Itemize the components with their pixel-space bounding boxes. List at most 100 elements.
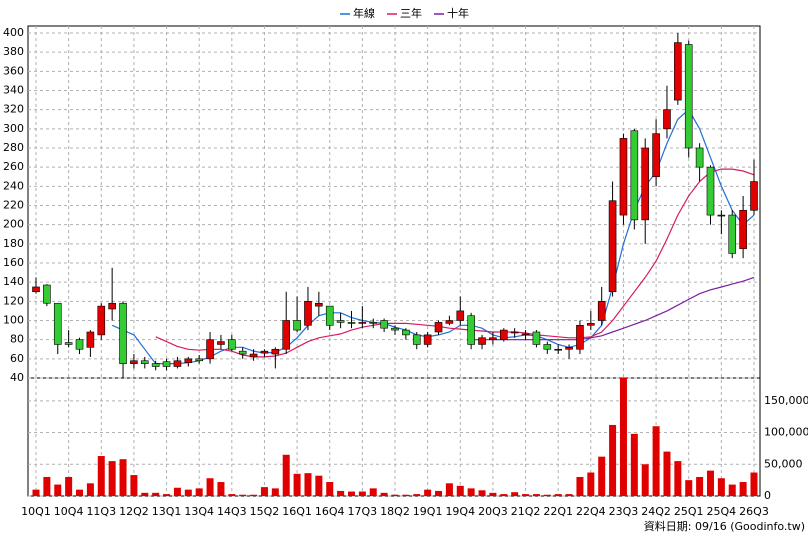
candle-body — [217, 341, 225, 345]
candle-body — [489, 337, 497, 340]
volume-bar — [717, 478, 725, 496]
candle-body — [423, 334, 432, 345]
candle-body — [739, 209, 747, 249]
candle-body — [325, 305, 334, 326]
x-tick-label: 25Q1 — [674, 505, 704, 518]
candle-body — [684, 44, 693, 149]
candle-body — [565, 347, 573, 350]
candle-body — [184, 358, 193, 363]
candle-body — [728, 214, 737, 254]
y-tick-label: 340 — [3, 84, 24, 97]
candle-body — [358, 322, 367, 324]
y-tick-label: 240 — [3, 179, 24, 192]
volume-bar — [337, 490, 345, 496]
volume-bar — [402, 494, 410, 496]
candle-body — [608, 200, 617, 293]
volume-bar — [271, 488, 279, 496]
candle-body — [576, 324, 584, 350]
volume-bar — [108, 461, 116, 496]
volume-bar — [445, 483, 453, 496]
candle-body — [412, 334, 421, 345]
volume-bar — [619, 377, 627, 496]
candle-body — [43, 284, 51, 304]
volume-bar — [424, 489, 432, 496]
volume-bar — [554, 494, 562, 496]
plot-frame — [27, 25, 761, 497]
x-tick-label: 25Q4 — [707, 505, 737, 518]
x-tick-label: 21Q2 — [511, 505, 541, 518]
y2-tick-label: 150,000 — [764, 394, 808, 407]
legend-label: 年線 — [353, 6, 375, 20]
candle-body — [467, 315, 475, 345]
candle-body — [499, 329, 508, 340]
volume-bar — [435, 490, 443, 496]
candle-body — [228, 339, 236, 350]
candle-body — [130, 360, 138, 364]
ma-line — [471, 276, 755, 341]
volume-bar — [413, 494, 421, 496]
volume-bar — [54, 484, 62, 496]
volume-bar — [543, 494, 551, 496]
x-tick-label: 16Q1 — [282, 505, 312, 518]
candle-body — [456, 310, 465, 321]
volume-bar — [641, 464, 649, 496]
candle-body — [587, 323, 595, 326]
volume-bar — [674, 461, 682, 496]
candle-body — [521, 333, 530, 336]
x-tick-label: 22Q1 — [543, 505, 573, 518]
candle-body — [140, 360, 149, 364]
x-tick-label: 23Q3 — [609, 505, 639, 518]
y-tick-label: 80 — [10, 333, 24, 346]
x-tick-label: 20Q3 — [478, 505, 508, 518]
candle-body — [108, 302, 116, 310]
volume-bar — [315, 475, 323, 496]
candle-body — [445, 320, 454, 324]
candle-body — [64, 342, 73, 345]
volume-bar — [217, 482, 225, 496]
volume-bar — [652, 426, 660, 496]
candle-body — [86, 331, 95, 348]
y-tick-label: 400 — [3, 26, 24, 39]
legend-label: 十年 — [447, 6, 469, 20]
x-tick-label: 12Q2 — [119, 505, 149, 518]
volume-bar — [206, 478, 214, 496]
candle-body — [260, 350, 269, 354]
candle-body — [271, 348, 280, 355]
volume-bar — [260, 487, 268, 496]
y-tick-label: 180 — [3, 237, 24, 250]
candle-body — [750, 181, 758, 211]
candle-body — [336, 320, 345, 323]
volume-bar — [250, 494, 258, 496]
candle-body — [293, 320, 301, 331]
candle-body — [695, 147, 704, 168]
candle-body — [249, 353, 258, 358]
y-tick-label: 60 — [10, 352, 24, 365]
x-tick-label: 24Q2 — [641, 505, 671, 518]
candle-body — [510, 331, 519, 334]
volume-bar — [728, 484, 736, 496]
candle-body — [434, 322, 443, 333]
x-tick-label: 16Q4 — [315, 505, 345, 518]
volume-bar — [97, 456, 105, 496]
candle-body — [315, 302, 323, 307]
candle-body — [173, 360, 182, 367]
volume-bar — [184, 489, 192, 496]
y-tick-label: 360 — [3, 64, 24, 77]
volume-bar — [598, 456, 606, 496]
y-tick-label: 220 — [3, 199, 24, 212]
volume-bar — [65, 476, 73, 496]
candle-body — [282, 320, 291, 350]
volume-bar — [152, 492, 160, 496]
candle-body — [380, 320, 388, 329]
y-tick-label: 280 — [3, 141, 24, 154]
volume-bar — [663, 451, 671, 496]
volume-bar — [195, 488, 203, 496]
volume-bar — [358, 491, 366, 496]
x-tick-label: 13Q1 — [152, 505, 182, 518]
volume-bar — [456, 485, 464, 496]
x-tick-label: 13Q4 — [184, 505, 214, 518]
volume-bar — [282, 454, 290, 496]
candle-body — [369, 322, 378, 324]
volume-bar — [347, 491, 355, 496]
